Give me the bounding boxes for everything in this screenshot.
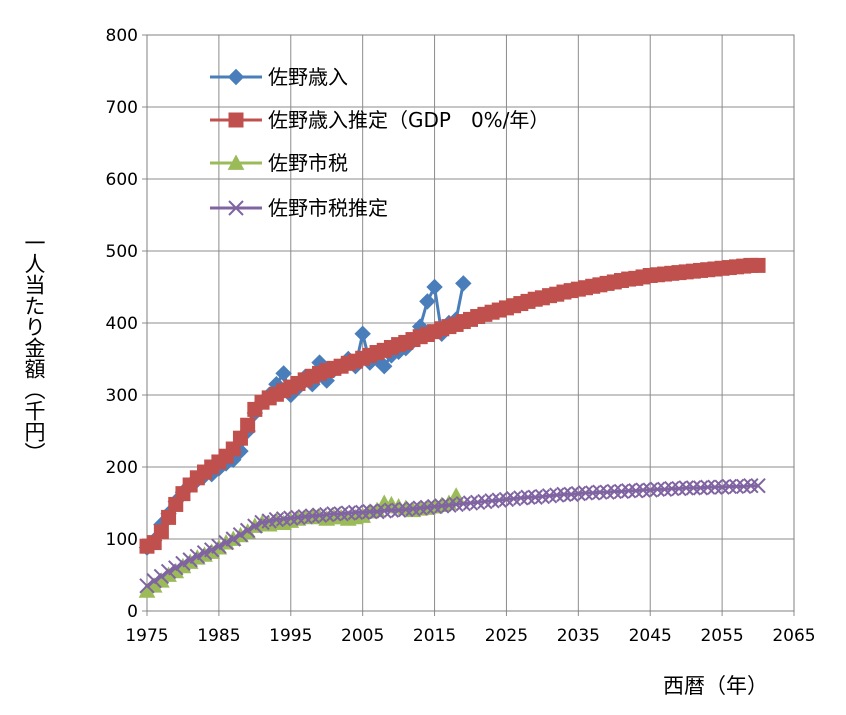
- legend-marker: [229, 113, 243, 127]
- data-point: [233, 431, 247, 445]
- y-tick-label: 500: [106, 242, 138, 262]
- data-point: [162, 510, 176, 524]
- legend-label: 佐野市税: [268, 151, 348, 175]
- series-layer: [140, 258, 766, 597]
- x-tick-label: 1995: [269, 626, 312, 646]
- x-tick-label: 2015: [413, 626, 456, 646]
- x-tick-label: 2025: [485, 626, 528, 646]
- y-axis-title: 一人当たり金額（千円）: [22, 232, 46, 463]
- legend-item: 佐野市税: [210, 151, 348, 175]
- x-axis-ticks: 1975 1985 1995 2005 2015 2025 2035 2045 2055 2065: [125, 626, 815, 646]
- data-point: [420, 294, 435, 309]
- x-tick-label: 2055: [700, 626, 743, 646]
- x-tick-label: 2005: [341, 626, 384, 646]
- x-tick-label: 2035: [557, 626, 600, 646]
- legend-item: 佐野市税推定: [210, 196, 388, 220]
- legend-label: 佐野市税推定: [268, 196, 388, 220]
- legend-label: 佐野歳入: [268, 65, 348, 89]
- y-tick-label: 800: [106, 26, 138, 46]
- y-tick-label: 700: [106, 98, 138, 118]
- legend-marker: [229, 70, 244, 85]
- y-tick-label: 400: [106, 314, 138, 334]
- data-point: [427, 280, 442, 295]
- legend-label: 佐野歳入推定（GDP 0%/年）: [268, 108, 549, 132]
- data-point: [241, 418, 255, 432]
- y-tick-label: 200: [106, 458, 138, 478]
- x-tick-label: 2045: [629, 626, 672, 646]
- legend-item: 佐野歳入: [210, 65, 348, 89]
- y-axis-ticks: 0 100 200 300 400 500 600 700 800: [106, 26, 138, 622]
- x-axis-title: 西暦（年）: [663, 674, 768, 698]
- data-point: [355, 326, 370, 341]
- series-3: [140, 488, 464, 597]
- data-point: [456, 276, 471, 291]
- x-tick-label: 1975: [125, 626, 168, 646]
- y-tick-label: 600: [106, 170, 138, 190]
- data-point: [751, 258, 765, 272]
- legend-item: 佐野歳入推定（GDP 0%/年）: [210, 108, 549, 132]
- data-point: [154, 525, 168, 539]
- x-tick-label: 1985: [197, 626, 240, 646]
- y-tick-label: 300: [106, 386, 138, 406]
- y-tick-label: 0: [127, 602, 138, 622]
- x-tick-label: 2065: [772, 626, 815, 646]
- y-tick-label: 100: [106, 530, 138, 550]
